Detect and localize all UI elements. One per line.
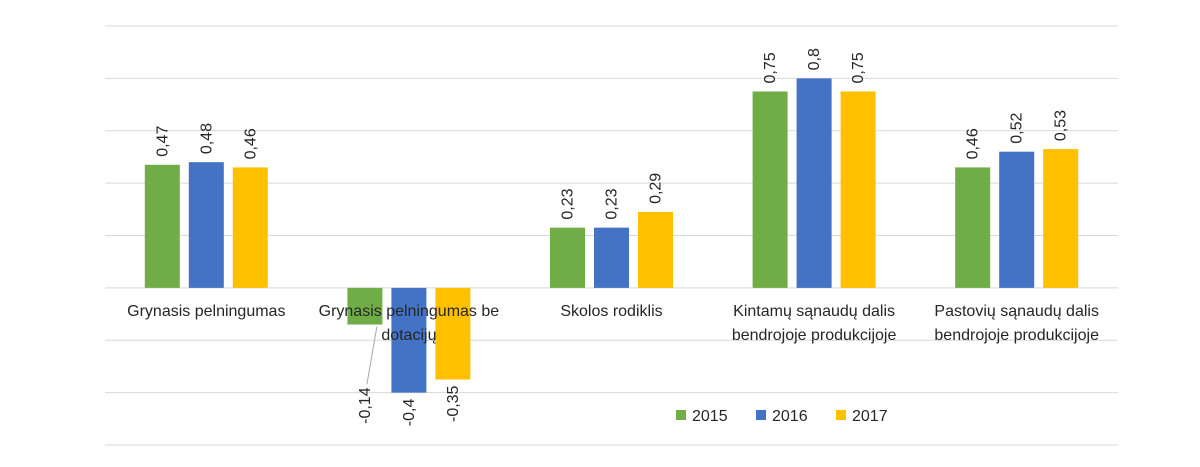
data-label-2015-cat0: 0,47 bbox=[154, 126, 171, 157]
legend-label-2017: 2017 bbox=[852, 408, 888, 425]
category-label-4-line-1: bendrojoje produkcijoje bbox=[934, 327, 1099, 344]
bar-2015-cat3 bbox=[752, 91, 788, 288]
leader-line-2015-cat1 bbox=[366, 326, 378, 385]
data-label-2015-cat1: -0,14 bbox=[357, 387, 374, 424]
data-label-2017-cat3: 0,75 bbox=[850, 52, 867, 83]
data-label-2017-cat1: -0,35 bbox=[445, 385, 462, 422]
data-label-2017-cat0: 0,46 bbox=[242, 128, 259, 159]
bar-2017-cat3 bbox=[840, 91, 876, 288]
category-labels: Grynasis pelningumas Grynasis pelningumas… bbox=[127, 303, 1099, 344]
category-label-1-line-1: dotacijų bbox=[381, 327, 436, 344]
category-label-2-line-0: Skolos rodiklis bbox=[560, 303, 662, 320]
bar-2017-cat2 bbox=[638, 211, 673, 288]
category-label-4-line-0: Pastovių sąnaudų dalis bbox=[934, 303, 1099, 320]
leader-lines bbox=[366, 326, 378, 385]
legend-swatch-2016 bbox=[756, 410, 766, 420]
data-label-2015-cat3: 0,75 bbox=[762, 52, 779, 83]
bar-2017-cat1 bbox=[435, 287, 471, 380]
bars bbox=[144, 78, 1079, 393]
bar-2015-cat4 bbox=[955, 167, 991, 288]
bar-2016-cat1 bbox=[391, 287, 427, 393]
data-label-2015-cat4: 0,46 bbox=[965, 128, 982, 159]
bar-2016-cat3 bbox=[796, 78, 832, 288]
bar-2017-cat4 bbox=[1043, 149, 1079, 288]
data-label-2017-cat4: 0,53 bbox=[1053, 110, 1070, 141]
bar-2015-cat2 bbox=[550, 227, 585, 288]
data-label-2017-cat2: 0,29 bbox=[648, 173, 665, 204]
legend-label-2016: 2016 bbox=[772, 408, 808, 425]
legend: 2015 2016 2017 bbox=[676, 408, 888, 425]
data-label-2016-cat1: -0,4 bbox=[401, 399, 418, 427]
category-label-3-line-1: bendrojoje produkcijoje bbox=[732, 327, 897, 344]
data-label-2016-cat3: 0,8 bbox=[806, 48, 823, 70]
bar-2015-cat1 bbox=[347, 287, 383, 325]
data-label-2016-cat2: 0,23 bbox=[604, 188, 621, 219]
legend-label-2015: 2015 bbox=[692, 408, 728, 425]
category-label-3-line-0: Kintamų sąnaudų dalis bbox=[733, 303, 895, 320]
category-label-0-line-0: Grynasis pelningumas bbox=[127, 303, 285, 320]
data-label-2016-cat4: 0,52 bbox=[1009, 112, 1026, 143]
data-labels: 0,47 0,48 0,46 -0,14 -0,4 -0,35 0,23 0,23 0,29 0,… bbox=[154, 48, 1069, 426]
data-label-2016-cat0: 0,48 bbox=[198, 123, 215, 154]
legend-swatch-2017 bbox=[836, 410, 846, 420]
bar-2016-cat4 bbox=[999, 151, 1035, 288]
bar-2017-cat0 bbox=[232, 167, 268, 288]
legend-swatch-2015 bbox=[676, 410, 686, 420]
bar-2015-cat0 bbox=[144, 164, 180, 288]
bar-2016-cat2 bbox=[594, 227, 629, 288]
data-label-2015-cat2: 0,23 bbox=[560, 188, 577, 219]
category-label-1-line-0: Grynasis pelningumas be bbox=[319, 303, 500, 320]
bar-2016-cat0 bbox=[188, 162, 224, 288]
